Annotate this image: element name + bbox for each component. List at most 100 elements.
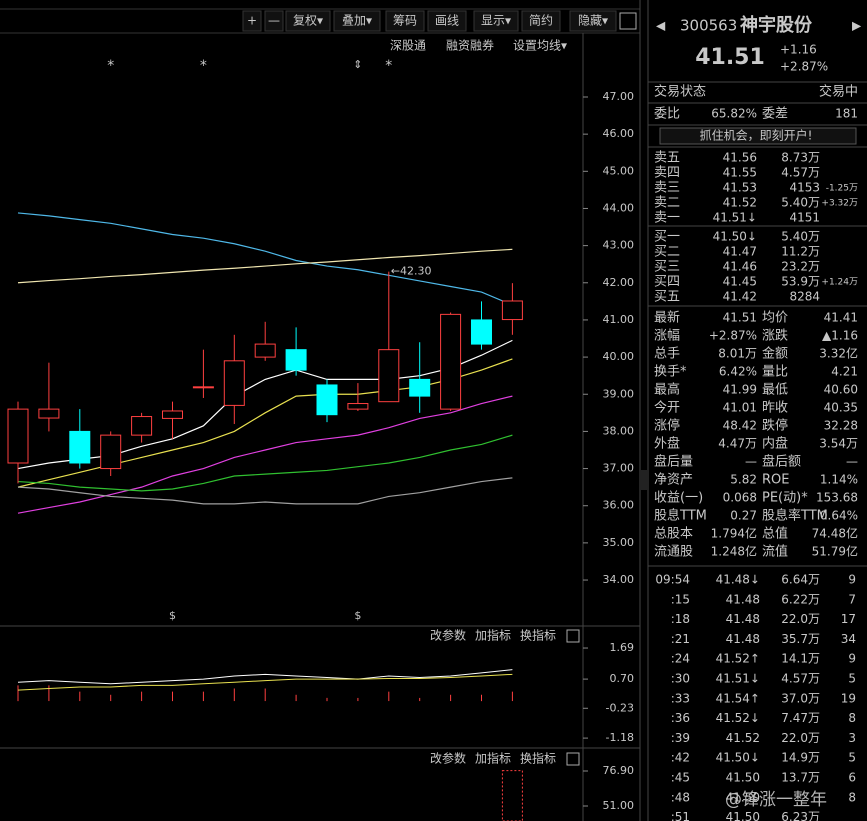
indicator-button[interactable]: 换指标 bbox=[520, 751, 556, 766]
y-tick-label: 40.00 bbox=[603, 350, 635, 363]
stat-value: 0.64% bbox=[820, 509, 858, 523]
candle-body bbox=[223, 360, 245, 406]
candle-body bbox=[254, 343, 276, 358]
stat-label: 均价 bbox=[762, 311, 788, 326]
toolbar-button[interactable] bbox=[569, 10, 617, 32]
toolbar-button[interactable] bbox=[473, 10, 519, 32]
y-tick-label: 45.00 bbox=[603, 164, 635, 177]
stat-value: 41.99 bbox=[723, 383, 757, 397]
stat-value: 153.68 bbox=[816, 491, 858, 505]
tick-count: 34 bbox=[841, 632, 856, 646]
y-tick-label: 38.00 bbox=[603, 424, 635, 437]
y-tick-label: 37.00 bbox=[603, 462, 635, 475]
stat-value: 74.48亿 bbox=[812, 526, 858, 541]
toolbar-button[interactable] bbox=[427, 10, 467, 32]
toolbar-button[interactable] bbox=[521, 10, 561, 32]
event-marker: * bbox=[200, 58, 207, 74]
toolbar-button[interactable] bbox=[385, 10, 425, 32]
stat-value: — bbox=[846, 455, 858, 469]
stat-label: 总手 bbox=[654, 347, 680, 362]
dividend-marker: $ bbox=[169, 609, 176, 622]
book-price: 41.50↓ bbox=[713, 230, 757, 244]
close-button[interactable] bbox=[566, 752, 580, 766]
stock-code: 300563 bbox=[680, 17, 737, 35]
tick-volume: 6.23万 bbox=[781, 810, 820, 821]
close-button[interactable] bbox=[566, 629, 580, 643]
indicator-button[interactable]: 换指标 bbox=[520, 628, 556, 643]
sub-toolbar-link[interactable]: 融资融券 bbox=[446, 38, 494, 53]
indicator-button[interactable]: 加指标 bbox=[475, 628, 511, 643]
book-label: 卖四 bbox=[654, 166, 680, 181]
stat-value: — bbox=[745, 455, 757, 469]
event-marker: * bbox=[107, 58, 114, 74]
promo-link[interactable]: 抓住机会，即刻开户! bbox=[700, 128, 813, 143]
last-price: 41.51 bbox=[695, 45, 765, 70]
book-label: 卖三 bbox=[654, 181, 680, 196]
book-label: 卖五 bbox=[654, 151, 680, 166]
ratio-label: 委比 bbox=[654, 107, 680, 122]
stat-label: 总值 bbox=[762, 526, 788, 542]
stat-value: 6.42% bbox=[719, 365, 757, 379]
book-change: -1.25万 bbox=[826, 184, 858, 194]
tick-time: :36 bbox=[671, 711, 690, 725]
tick-volume: 4.57万 bbox=[781, 672, 820, 686]
stat-value: 41.41 bbox=[824, 311, 858, 325]
indicator-button[interactable]: 改参数 bbox=[430, 751, 466, 766]
stat-value: 41.51 bbox=[723, 311, 757, 325]
stat-label: 最低 bbox=[762, 383, 788, 398]
tick-count: 5 bbox=[848, 751, 856, 765]
quote-separators bbox=[648, 81, 867, 567]
fullscreen-button[interactable] bbox=[619, 12, 637, 30]
tick-time: :15 bbox=[671, 592, 690, 606]
indicator-button[interactable]: 加指标 bbox=[475, 751, 511, 766]
tick-price: 41.50 bbox=[726, 790, 760, 804]
book-label: 卖一 bbox=[654, 211, 680, 226]
candle-body bbox=[440, 313, 462, 410]
moving-average bbox=[17, 434, 513, 492]
sub-toolbar-link[interactable]: 深股通 bbox=[390, 39, 426, 53]
sub-toolbar-link[interactable]: 设置均线▾ bbox=[513, 39, 567, 53]
tick-time: :21 bbox=[671, 632, 690, 646]
book-price: 41.51↓ bbox=[713, 211, 757, 225]
tick-time: :42 bbox=[671, 751, 690, 765]
toolbar-button[interactable] bbox=[333, 10, 381, 32]
toolbar-label: 叠加▾ bbox=[342, 14, 372, 28]
stat-label: 外盘 bbox=[654, 436, 680, 452]
y-tick-label: 47.00 bbox=[603, 90, 635, 103]
tick-volume: 22.0万 bbox=[781, 612, 820, 626]
toolbar-button[interactable] bbox=[264, 10, 284, 32]
nav-arrow: ◀ bbox=[656, 19, 666, 33]
stat-label: 最新 bbox=[654, 310, 680, 326]
y-tick-label: 41.00 bbox=[603, 313, 635, 326]
toolbar-label: 简约 bbox=[529, 13, 553, 28]
indicator-button[interactable]: 改参数 bbox=[430, 628, 466, 643]
tick-price: 41.50↓ bbox=[716, 751, 760, 765]
tick-count: 19 bbox=[841, 691, 856, 705]
collapse-tab[interactable] bbox=[641, 470, 647, 490]
tick-time: :45 bbox=[671, 771, 690, 785]
toolbar-button[interactable] bbox=[242, 10, 262, 32]
y-tick-label: 51.00 bbox=[603, 799, 635, 812]
stat-label: 流值 bbox=[762, 544, 788, 560]
toolbar-button[interactable] bbox=[285, 10, 331, 32]
y-tick-label: 0.70 bbox=[610, 672, 635, 685]
tick-count: 6 bbox=[848, 771, 856, 785]
tick-time: :51 bbox=[671, 810, 690, 821]
volume-bar bbox=[501, 770, 523, 821]
tick-volume: 37.0万 bbox=[781, 691, 820, 705]
tick-volume: 13.7万 bbox=[781, 771, 820, 785]
toolbar-label: 复权▾ bbox=[293, 14, 323, 28]
stat-label: 股息TTM bbox=[654, 508, 707, 524]
y-tick-label: 42.00 bbox=[603, 276, 635, 289]
tick-time: :33 bbox=[671, 691, 690, 705]
stat-value: 4.21 bbox=[831, 365, 858, 379]
stat-label: 内盘 bbox=[762, 436, 788, 452]
candle-body bbox=[7, 408, 29, 464]
stat-label: 涨幅 bbox=[654, 329, 680, 344]
tick-price: 41.48 bbox=[726, 592, 760, 606]
stat-value: 41.01 bbox=[723, 401, 757, 415]
promo-box[interactable] bbox=[659, 127, 857, 145]
book-label: 买五 bbox=[654, 290, 680, 305]
